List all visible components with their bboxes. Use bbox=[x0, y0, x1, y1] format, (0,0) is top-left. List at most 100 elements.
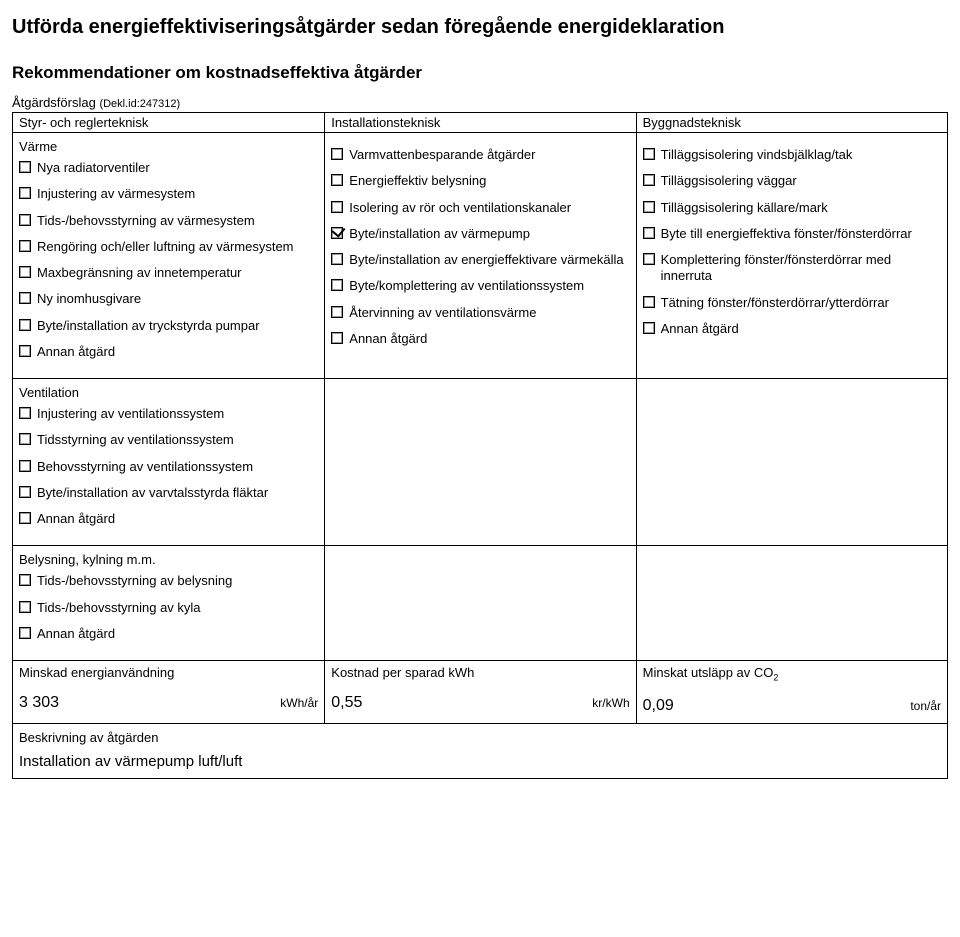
result-co2-label-text: Minskat utsläpp av CO bbox=[643, 665, 774, 680]
checkbox-label: Rengöring och/eller luftning av värmesys… bbox=[37, 239, 318, 255]
checkbox[interactable] bbox=[643, 253, 655, 265]
checkbox-label: Maxbegränsning av innetemperatur bbox=[37, 265, 318, 281]
checkbox[interactable] bbox=[331, 279, 343, 291]
checkbox[interactable] bbox=[19, 240, 31, 252]
checkbox-item: Tätning fönster/fönsterdörrar/ytterdörra… bbox=[643, 295, 941, 311]
checkbox-item: Tilläggsisolering källare/mark bbox=[643, 200, 941, 216]
checkbox-item: Byte/installation av värmepump bbox=[331, 226, 629, 242]
checkbox[interactable] bbox=[643, 227, 655, 239]
checkbox-label: Tilläggsisolering källare/mark bbox=[661, 200, 941, 216]
checkbox-label: Behovsstyrning av ventilationssystem bbox=[37, 459, 318, 475]
result-co2-sub: 2 bbox=[773, 673, 778, 683]
section-title-recommendations: Rekommendationer om kostnadseffektiva åt… bbox=[12, 63, 948, 83]
description-cell: Beskrivning av åtgärden Installation av … bbox=[13, 723, 948, 778]
checkbox-label: Nya radiatorventiler bbox=[37, 160, 318, 176]
checkbox[interactable] bbox=[643, 201, 655, 213]
results-row: Minskad energianvändning 3 303 kWh/år Ko… bbox=[13, 661, 948, 724]
checkbox-item: Tidsstyrning av ventilationssystem bbox=[19, 432, 318, 448]
checkbox-label: Komplettering fönster/fönsterdörrar med … bbox=[661, 252, 941, 285]
proposal-line: Åtgärdsförslag (Dekl.id:247312) bbox=[12, 95, 948, 110]
description-row: Beskrivning av åtgärden Installation av … bbox=[13, 723, 948, 778]
checkbox-label: Återvinning av ventilationsvärme bbox=[349, 305, 629, 321]
ventilation-col2-empty bbox=[325, 379, 636, 546]
checkbox[interactable] bbox=[331, 253, 343, 265]
description-value: Installation av värmepump luft/luft bbox=[19, 753, 941, 770]
checkbox[interactable] bbox=[19, 433, 31, 445]
checkbox[interactable] bbox=[643, 296, 655, 308]
checkbox[interactable] bbox=[19, 345, 31, 357]
checkbox[interactable] bbox=[19, 292, 31, 304]
checkbox-label: Byte/komplettering av ventilationssystem bbox=[349, 278, 629, 294]
checkbox[interactable] bbox=[331, 148, 343, 160]
checkbox-item: Tilläggsisolering vindsbjälklag/tak bbox=[643, 147, 941, 163]
checkbox-label: Byte/installation av varvtalsstyrda fläk… bbox=[37, 485, 318, 501]
checkbox[interactable] bbox=[19, 512, 31, 524]
checkbox-item: Varmvattenbesparande åtgärder bbox=[331, 147, 629, 163]
checkbox-label: Tids-/behovsstyrning av värmesystem bbox=[37, 213, 318, 229]
varme-list: Nya radiatorventiler Injustering av värme… bbox=[19, 160, 318, 360]
checkbox-item: Tids-/behovsstyrning av belysning bbox=[19, 573, 318, 589]
checkbox-label: Annan åtgärd bbox=[37, 511, 318, 527]
checkbox-item: Isolering av rör och ventilationskanaler bbox=[331, 200, 629, 216]
checkbox-label: Tids-/behovsstyrning av belysning bbox=[37, 573, 318, 589]
checkbox-item: Tids-/behovsstyrning av värmesystem bbox=[19, 213, 318, 229]
checkbox-label: Byte/installation av värmepump bbox=[349, 226, 629, 242]
checkbox[interactable] bbox=[331, 201, 343, 213]
varme-row: Värme Nya radiatorventilerInjustering av… bbox=[13, 133, 948, 379]
result-energy-unit: kWh/år bbox=[280, 696, 318, 710]
belysning-col3-empty bbox=[636, 546, 947, 661]
checkbox[interactable] bbox=[19, 574, 31, 586]
installation-cell: Varmvattenbesparande åtgärder Energieffek… bbox=[325, 133, 636, 379]
checkbox[interactable] bbox=[19, 486, 31, 498]
checkbox[interactable] bbox=[331, 306, 343, 318]
checkbox-item: Byte till energieffektiva fönster/fönste… bbox=[643, 226, 941, 242]
checkbox[interactable] bbox=[19, 601, 31, 613]
checkbox-item: Energieffektiv belysning bbox=[331, 173, 629, 189]
checkbox-item: Byte/installation av tryckstyrda pumpar bbox=[19, 318, 318, 334]
checkbox-item: Återvinning av ventilationsvärme bbox=[331, 305, 629, 321]
checkbox-label: Annan åtgärd bbox=[37, 626, 318, 642]
checkbox[interactable] bbox=[19, 460, 31, 472]
checkbox-label: Injustering av ventilationssystem bbox=[37, 406, 318, 422]
ventilation-cell: Ventilation Injustering av ventilationss… bbox=[13, 379, 325, 546]
ventilation-title: Ventilation bbox=[19, 385, 318, 400]
checkbox[interactable] bbox=[19, 214, 31, 226]
result-cost-unit: kr/kWh bbox=[592, 696, 629, 710]
belysning-col2-empty bbox=[325, 546, 636, 661]
checkbox[interactable] bbox=[643, 322, 655, 334]
checkbox[interactable] bbox=[331, 227, 343, 239]
checkbox-item: Tids-/behovsstyrning av kyla bbox=[19, 600, 318, 616]
checkbox-item: Annan åtgärd bbox=[331, 331, 629, 347]
checkbox[interactable] bbox=[19, 266, 31, 278]
checkbox[interactable] bbox=[643, 174, 655, 186]
checkbox-item: Annan åtgärd bbox=[19, 344, 318, 360]
checkbox-label: Tilläggsisolering vindsbjälklag/tak bbox=[661, 147, 941, 163]
description-label: Beskrivning av åtgärden bbox=[19, 730, 941, 745]
checkbox[interactable] bbox=[19, 319, 31, 331]
checkbox-item: Behovsstyrning av ventilationssystem bbox=[19, 459, 318, 475]
byggnad-cell: Tilläggsisolering vindsbjälklag/tak Tillä… bbox=[636, 133, 947, 379]
checkbox[interactable] bbox=[19, 627, 31, 639]
checkbox[interactable] bbox=[19, 161, 31, 173]
checkbox-item: Maxbegränsning av innetemperatur bbox=[19, 265, 318, 281]
checkbox-item: Injustering av värmesystem bbox=[19, 186, 318, 202]
ventilation-row: Ventilation Injustering av ventilationss… bbox=[13, 379, 948, 546]
checkbox-label: Varmvattenbesparande åtgärder bbox=[349, 147, 629, 163]
checkbox[interactable] bbox=[19, 407, 31, 419]
checkbox-label: Tids-/behovsstyrning av kyla bbox=[37, 600, 318, 616]
checkbox-label: Tätning fönster/fönsterdörrar/ytterdörra… bbox=[661, 295, 941, 311]
checkbox-label: Isolering av rör och ventilationskanaler bbox=[349, 200, 629, 216]
checkbox[interactable] bbox=[331, 174, 343, 186]
checkbox-label: Annan åtgärd bbox=[349, 331, 629, 347]
result-energy-cell: Minskad energianvändning 3 303 kWh/år bbox=[13, 661, 325, 724]
belysning-title: Belysning, kylning m.m. bbox=[19, 552, 318, 567]
checkbox-label: Ny inomhusgivare bbox=[37, 291, 318, 307]
checkbox-label: Energieffektiv belysning bbox=[349, 173, 629, 189]
checkbox-item: Nya radiatorventiler bbox=[19, 160, 318, 176]
checkbox-item: Annan åtgärd bbox=[643, 321, 941, 337]
belysning-row: Belysning, kylning m.m. Tids-/behovsstyr… bbox=[13, 546, 948, 661]
checkbox[interactable] bbox=[643, 148, 655, 160]
checkbox[interactable] bbox=[19, 187, 31, 199]
checkbox-item: Ny inomhusgivare bbox=[19, 291, 318, 307]
checkbox[interactable] bbox=[331, 332, 343, 344]
